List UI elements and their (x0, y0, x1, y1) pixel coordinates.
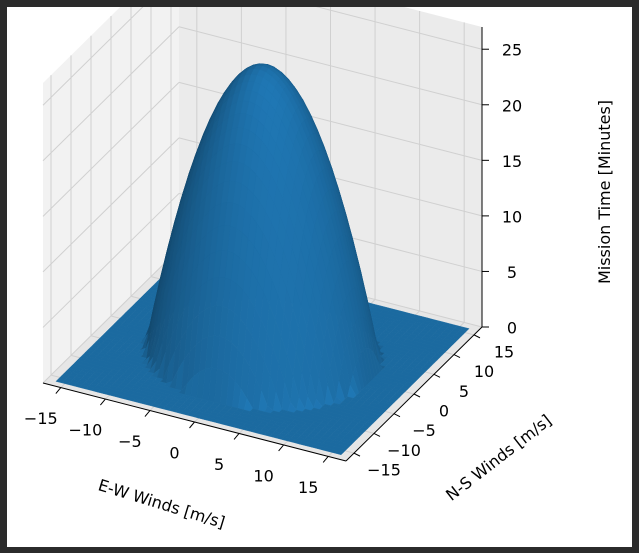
tick-mark (353, 452, 361, 457)
tick-label: 10 (474, 362, 494, 381)
tick-label: 5 (214, 455, 224, 474)
z-axis-label: Mission Time [Minutes] (595, 100, 614, 284)
tick-label: −5 (412, 421, 436, 440)
x-axis-label: E-W Winds [m/s] (96, 475, 227, 532)
left-gridline (42, 193, 180, 328)
tick-mark (433, 373, 441, 378)
tick-label: 15 (494, 342, 514, 361)
tick-label: −10 (69, 421, 103, 440)
tick-mark (473, 334, 481, 339)
tick-label: 0 (439, 402, 449, 421)
tick-mark (278, 444, 285, 452)
left-gridline (42, 81, 180, 217)
tick-mark (393, 413, 401, 418)
tick-label: 15 (502, 152, 522, 171)
tick-label: −5 (118, 432, 142, 451)
back-gridline (178, 26, 483, 106)
tick-mark (189, 421, 195, 429)
surface-face (334, 450, 345, 456)
tick-mark (413, 393, 421, 398)
left-gridline (42, 137, 180, 273)
tick-label: 0 (169, 444, 179, 463)
tick-mark (55, 387, 62, 394)
tick-label: 10 (502, 207, 522, 226)
tick-mark (322, 456, 329, 463)
tick-mark (453, 354, 461, 359)
left-gridline (42, 7, 144, 106)
tick-mark (233, 433, 240, 440)
tick-label: 10 (253, 466, 273, 485)
tick-mark (373, 432, 381, 437)
tick-label: −15 (24, 409, 58, 428)
tick-label: 20 (502, 96, 522, 115)
tick-label: 5 (459, 382, 469, 401)
left-gridline (42, 26, 180, 162)
left-gridline (42, 248, 180, 384)
y-axis-label: N-S Winds [m/s] (442, 411, 555, 505)
tick-label: 0 (507, 319, 517, 338)
tick-label: 15 (298, 478, 318, 497)
tick-mark (99, 398, 106, 406)
chart-canvas: −15 −10 −5 0 5 10 15 −15 −10 −5 0 5 10 15 0 5 10 15 20 25 E… (7, 7, 632, 547)
tick-label: 5 (507, 263, 517, 282)
tick-mark (144, 410, 151, 417)
surface-mesh (55, 63, 470, 456)
tick-label: −10 (387, 441, 421, 460)
tick-label: −15 (367, 461, 401, 480)
tick-label: 25 (502, 41, 522, 60)
back-gridline (315, 7, 483, 50)
